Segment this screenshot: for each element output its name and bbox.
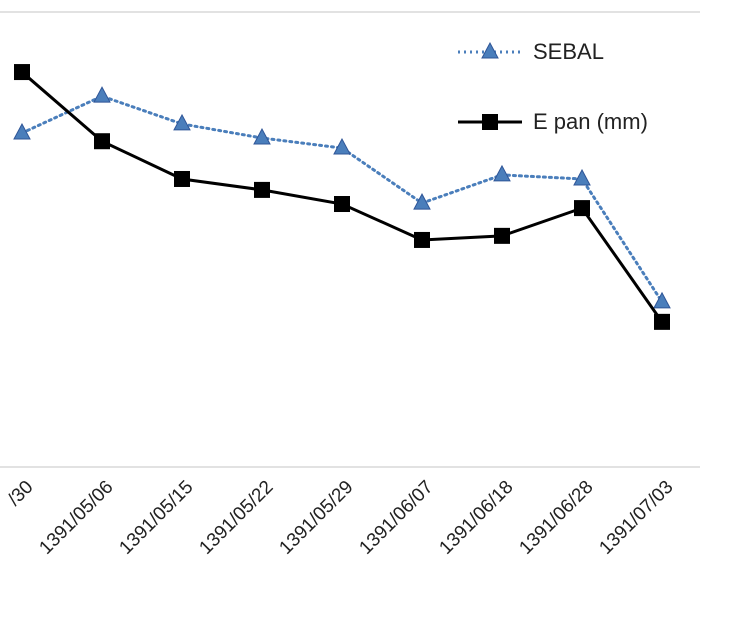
- x-tick-label: /30: [4, 477, 38, 511]
- point: [13, 122, 31, 140]
- point: [653, 291, 671, 309]
- point: [654, 313, 670, 330]
- point: [334, 196, 350, 213]
- x-tick-label: 1391/06/28: [515, 477, 597, 559]
- point: [173, 113, 191, 131]
- legend-label: E pan (mm): [533, 109, 648, 134]
- point: [573, 168, 591, 186]
- legend-marker: [481, 41, 499, 59]
- x-tick-label: 1391/05/06: [35, 477, 117, 559]
- point: [333, 137, 351, 155]
- point: [253, 127, 271, 145]
- point: [14, 64, 30, 81]
- x-tick-label: 1391/07/03: [595, 477, 677, 559]
- legend-label: SEBAL: [533, 39, 604, 64]
- x-tick-label: 1391/06/18: [435, 477, 517, 559]
- point: [174, 170, 190, 187]
- point: [494, 227, 510, 244]
- x-tick-label: 1391/05/29: [275, 477, 357, 559]
- point: [493, 164, 511, 182]
- x-tick-label: 1391/06/07: [355, 477, 437, 559]
- point: [94, 133, 110, 150]
- x-tick-label: 1391/05/22: [195, 477, 277, 559]
- x-tick-label: 1391/05/15: [115, 477, 197, 559]
- point: [93, 86, 111, 103]
- point: [413, 193, 431, 210]
- point: [574, 200, 590, 217]
- legend-marker: [482, 114, 498, 130]
- point: [414, 231, 430, 248]
- point: [254, 181, 270, 198]
